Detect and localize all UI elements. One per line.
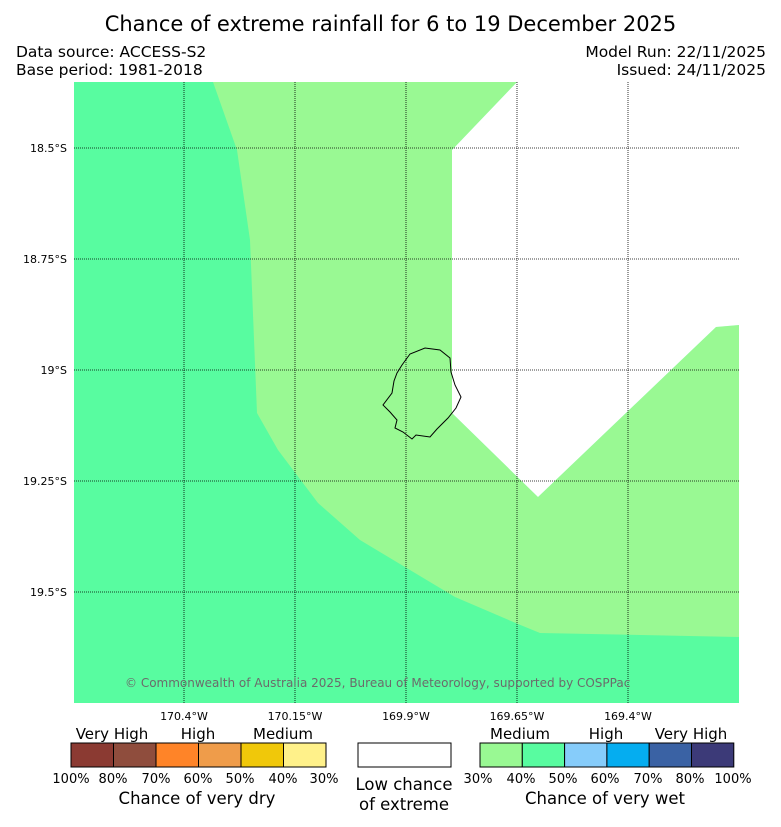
dry-swatch <box>113 742 157 768</box>
copyright-text: © Commonwealth of Australia 2025, Bureau… <box>125 676 630 690</box>
lon-label: 170.15°W <box>268 710 323 723</box>
dry-percent-label: 100% <box>52 772 89 787</box>
wet-swatch <box>521 742 566 768</box>
wet-legend-title: Chance of very wet <box>525 789 686 808</box>
low-chance-swatch <box>357 742 452 768</box>
wet-legend-swatches <box>479 742 735 768</box>
lat-label: 18.5°S <box>30 142 67 155</box>
wet-percent-label: 60% <box>591 772 620 787</box>
island-outline <box>382 347 462 440</box>
dry-percent-label: 30% <box>310 772 339 787</box>
wet-swatch <box>606 742 650 768</box>
dry-percent-label: 70% <box>142 772 171 787</box>
low-chance-region <box>452 82 739 497</box>
lon-label: 170.4°W <box>160 710 208 723</box>
wet-percent-label: 30% <box>464 772 493 787</box>
wet-30-40-region <box>213 82 739 637</box>
wet-category-label: High <box>589 725 623 743</box>
lat-label: 18.75°S <box>23 253 67 266</box>
graticule <box>74 82 739 703</box>
lat-label: 19.5°S <box>30 586 67 599</box>
wet-category-label: Very High <box>655 725 728 743</box>
wet-swatch <box>564 742 608 768</box>
low-chance-label-line1: Low chance <box>355 775 452 794</box>
dry-swatch <box>70 742 114 768</box>
dry-category-label: Medium <box>253 725 313 743</box>
low-chance-label-line2: of extreme <box>359 795 449 814</box>
wet-swatch <box>691 742 735 768</box>
dry-category-label: Very High <box>76 725 149 743</box>
dry-swatch <box>240 742 284 768</box>
wet-percent-label: 70% <box>634 772 663 787</box>
dry-percent-label: 40% <box>269 772 298 787</box>
issued-text: Issued: 24/11/2025 <box>616 61 766 79</box>
dry-percent-label: 80% <box>99 772 128 787</box>
wet-swatch <box>479 742 523 768</box>
model-run-text: Model Run: 22/11/2025 <box>585 43 766 61</box>
wet-category-label: Medium <box>490 725 550 743</box>
data-source-text: Data source: ACCESS-S2 <box>16 43 207 61</box>
wet-swatch <box>648 742 693 768</box>
base-period-text: Base period: 1981-2018 <box>16 61 203 79</box>
dry-legend-title: Chance of very dry <box>119 789 276 808</box>
dry-percent-label: 60% <box>184 772 213 787</box>
dry-category-label: High <box>181 725 215 743</box>
dry-swatch <box>198 742 242 768</box>
dry-percent-label: 50% <box>226 772 255 787</box>
wet-percent-label: 50% <box>549 772 578 787</box>
wet-percent-label: 100% <box>714 772 751 787</box>
wet-percent-label: 80% <box>676 772 705 787</box>
dry-legend-swatches <box>70 742 327 768</box>
lon-label: 169.65°W <box>490 710 545 723</box>
map-title: Chance of extreme rainfall for 6 to 19 D… <box>104 12 677 36</box>
dry-swatch <box>155 742 199 768</box>
dry-swatch <box>283 742 327 768</box>
lon-label: 169.4°W <box>604 710 652 723</box>
lat-label: 19.25°S <box>23 475 67 488</box>
lat-label: 19°S <box>41 364 67 377</box>
wet-percent-label: 40% <box>507 772 536 787</box>
lon-label: 169.9°W <box>382 710 430 723</box>
